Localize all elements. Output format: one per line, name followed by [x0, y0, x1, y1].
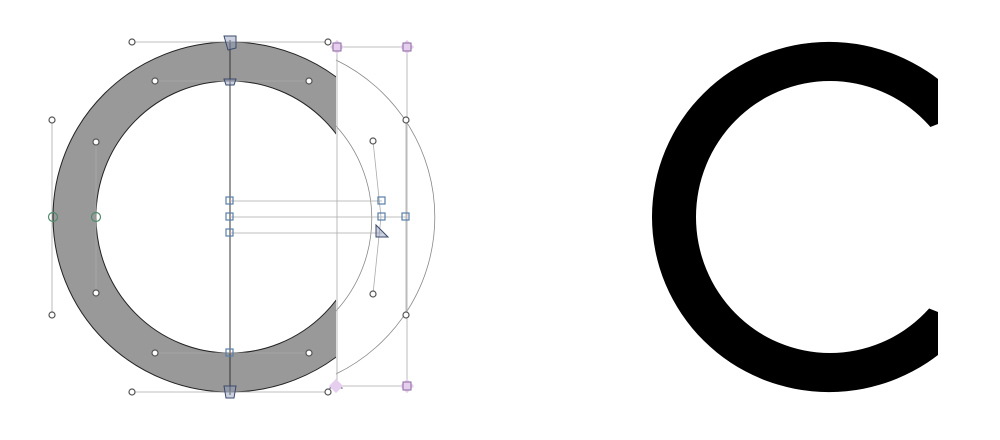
glyph-preview-shape	[652, 42, 938, 392]
inner-contour-guide	[335, 125, 373, 312]
anchor-points[interactable]	[328, 39, 415, 394]
glyph-outline-view[interactable]	[0, 0, 500, 440]
extremum-points[interactable]	[47, 211, 102, 223]
on-curve-points[interactable]	[225, 196, 410, 357]
glyph-contour-fill	[52, 41, 336, 393]
off-curve-handles[interactable]	[48, 38, 410, 396]
handle-lines	[51, 41, 408, 393]
outer-contour-guide	[335, 59, 436, 375]
